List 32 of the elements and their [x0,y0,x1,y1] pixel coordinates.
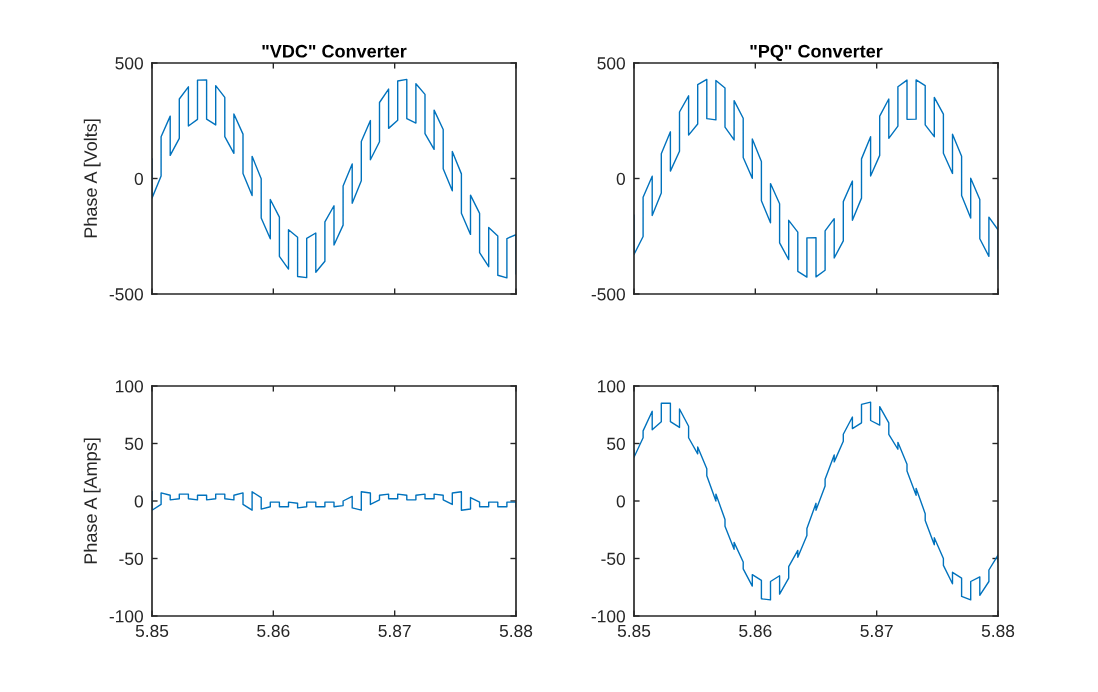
y-tick-label: 50 [607,437,625,450]
y-tick-label: -50 [601,552,625,565]
x-tick-label: 5.85 [135,624,169,638]
line-series [634,401,998,601]
y-tick-label: -100 [109,610,143,623]
y-tick-label: -100 [591,610,625,623]
y-axis-title: Phase A [Volts] [83,119,101,238]
line-series [634,78,998,278]
y-tick-label: 100 [598,380,625,393]
y-tick-label: -500 [109,288,143,301]
y-tick-label: 500 [115,57,143,70]
line-series [152,491,516,511]
x-tick-label: 5.88 [499,624,533,638]
x-tick-label: 5.86 [739,624,772,638]
y-tick-label: 100 [116,380,143,393]
chart-title: "VDC" Converter [262,44,407,58]
y-tick-label: 50 [125,437,143,450]
y-tick-label: -500 [591,288,625,301]
x-tick-label: 5.88 [981,624,1015,638]
x-tick-label: 5.87 [860,624,893,638]
x-tick-label: 5.86 [257,624,290,638]
y-tick-label: 0 [616,495,625,508]
x-tick-label: 5.85 [617,624,651,638]
y-tick-label: 0 [134,495,143,508]
y-tick-label: -50 [119,552,143,565]
chart-title: "PQ" Converter [750,44,883,61]
y-tick-label: 0 [616,172,625,185]
line-series [152,78,516,279]
y-tick-label: 0 [134,172,143,185]
y-axis-title: Phase A [Amps] [83,438,101,564]
y-tick-label: 500 [597,57,625,70]
x-tick-label: 5.87 [378,624,411,638]
